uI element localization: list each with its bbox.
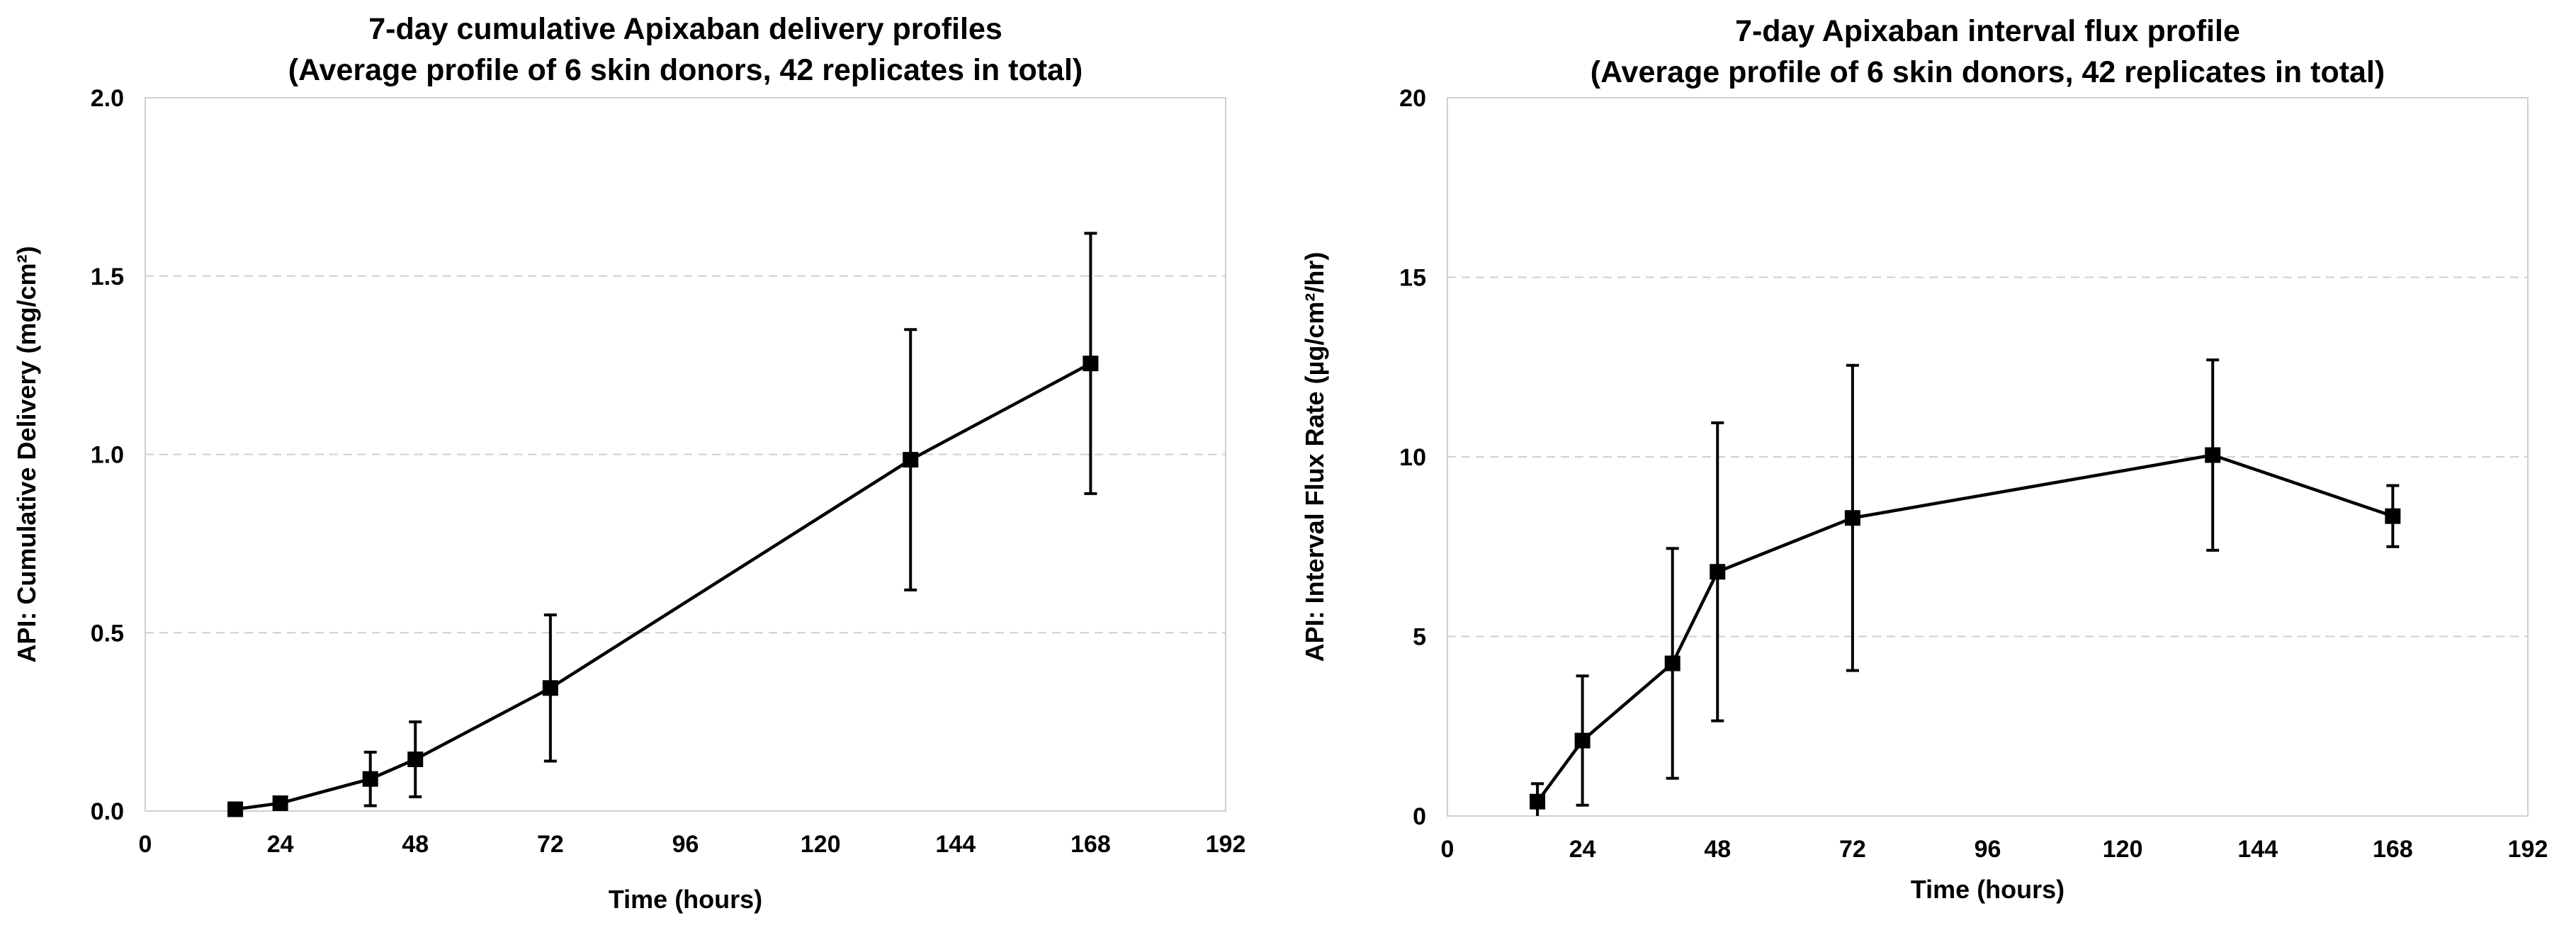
data-point-marker	[2385, 508, 2401, 524]
x-tick-label: 192	[2508, 836, 2548, 863]
x-tick-label: 120	[801, 831, 841, 858]
y-tick-label: 2.0	[91, 85, 124, 112]
chart-svg: 7-day cumulative Apixaban delivery profi…	[12, 12, 1246, 914]
x-tick-label: 96	[1975, 836, 2001, 863]
data-point-marker	[1530, 793, 1546, 810]
x-tick-label: 24	[267, 831, 294, 858]
x-tick-label: 144	[2237, 836, 2278, 863]
x-tick-label: 168	[1070, 831, 1111, 858]
chart-title-line: (Average profile of 6 skin donors, 42 re…	[1591, 55, 2385, 89]
x-tick-label: 48	[1704, 836, 1731, 863]
series-line	[1536, 453, 2394, 803]
y-tick-label: 1.0	[91, 442, 124, 469]
y-tick-label: 5	[1413, 624, 1426, 651]
x-tick-label: 96	[672, 831, 699, 858]
x-tick-label: 168	[2373, 836, 2413, 863]
data-point-marker	[362, 771, 378, 787]
data-point-marker	[2205, 447, 2221, 463]
data-point-marker	[227, 801, 244, 817]
y-axis-label: API: Interval Flux Rate (µg/cm²/hr)	[1300, 252, 1329, 662]
y-tick-label: 15	[1399, 265, 1426, 292]
data-point-marker	[903, 452, 919, 468]
plot-area-frame	[145, 97, 1226, 812]
cumulative-delivery-chart: 7-day cumulative Apixaban delivery profi…	[12, 12, 1246, 914]
x-axis-label: Time (hours)	[1911, 875, 2064, 904]
y-tick-label: 0	[1413, 803, 1426, 830]
x-tick-label: 72	[537, 831, 564, 858]
chart-svg: 7-day Apixaban interval flux profile (Ave…	[1300, 14, 2548, 904]
chart-title-line: 7-day cumulative Apixaban delivery profi…	[368, 12, 1002, 46]
x-tick-label: 48	[402, 831, 429, 858]
data-point-marker	[407, 751, 424, 767]
x-tick-label: 192	[1206, 831, 1246, 858]
y-tick-label: 0.5	[91, 620, 124, 647]
data-point-marker	[1083, 356, 1099, 372]
interval-flux-chart: 7-day Apixaban interval flux profile (Ave…	[1288, 0, 2576, 935]
data-point-marker	[272, 795, 288, 811]
x-tick-label: 144	[935, 831, 976, 858]
y-tick-label: 20	[1399, 85, 1426, 112]
data-point-marker	[1664, 655, 1680, 672]
series-line	[235, 362, 1092, 811]
x-axis-label: Time (hours)	[609, 885, 762, 914]
x-tick-label: 0	[139, 831, 152, 858]
x-tick-label: 0	[1441, 836, 1454, 863]
y-axis-label: API: Cumulative Delivery (mg/cm²)	[12, 246, 41, 662]
data-point-marker	[542, 680, 558, 696]
y-tick-label: 1.5	[91, 264, 124, 290]
x-tick-label: 72	[1839, 836, 1866, 863]
data-point-marker	[1844, 510, 1860, 526]
y-tick-label: 10	[1399, 444, 1426, 471]
x-tick-label: 24	[1569, 836, 1596, 863]
chart-title-line: (Average profile of 6 skin donors, 42 re…	[288, 53, 1083, 87]
data-point-marker	[1574, 732, 1591, 749]
plot-area-frame	[1447, 97, 2529, 817]
x-tick-label: 120	[2103, 836, 2143, 863]
data-point-marker	[1710, 564, 1726, 580]
y-tick-label: 0.0	[91, 798, 124, 825]
chart-title-line: 7-day Apixaban interval flux profile	[1735, 14, 2240, 48]
